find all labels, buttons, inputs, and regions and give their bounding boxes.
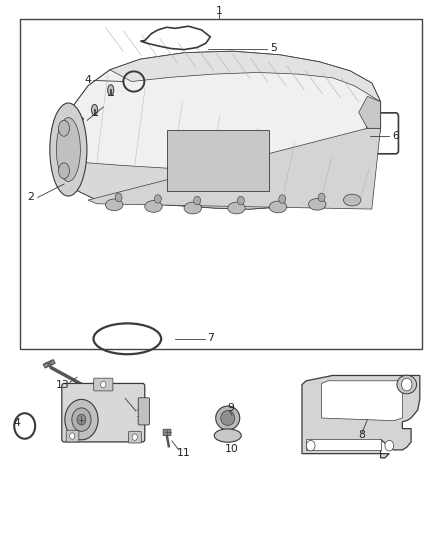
Text: 9: 9 — [227, 403, 234, 414]
Circle shape — [318, 193, 325, 201]
Ellipse shape — [308, 198, 326, 210]
Ellipse shape — [269, 201, 287, 213]
Circle shape — [402, 378, 412, 391]
Ellipse shape — [92, 104, 98, 115]
Circle shape — [306, 440, 315, 451]
Text: 6: 6 — [392, 131, 399, 141]
Ellipse shape — [228, 202, 245, 214]
Bar — [166, 130, 269, 191]
Text: 2: 2 — [27, 192, 34, 202]
Ellipse shape — [59, 120, 70, 136]
Text: 8: 8 — [358, 430, 365, 440]
Circle shape — [385, 440, 394, 451]
Ellipse shape — [216, 406, 240, 430]
Text: 5: 5 — [270, 43, 277, 53]
Text: 12: 12 — [136, 409, 149, 419]
Circle shape — [101, 381, 106, 387]
Circle shape — [237, 196, 244, 205]
Polygon shape — [51, 51, 381, 209]
Circle shape — [279, 195, 286, 203]
Ellipse shape — [106, 199, 123, 211]
Text: 1: 1 — [215, 6, 223, 16]
Ellipse shape — [57, 118, 81, 181]
Circle shape — [194, 196, 201, 205]
Text: 3: 3 — [77, 117, 84, 127]
Ellipse shape — [108, 85, 114, 95]
Ellipse shape — [214, 429, 241, 442]
FancyBboxPatch shape — [94, 378, 113, 391]
Polygon shape — [302, 375, 420, 458]
Polygon shape — [306, 439, 381, 450]
Circle shape — [115, 193, 122, 201]
Circle shape — [70, 433, 75, 439]
Bar — [20, 19, 422, 349]
Circle shape — [65, 399, 98, 440]
Circle shape — [77, 414, 86, 425]
FancyBboxPatch shape — [129, 431, 141, 443]
Text: 13: 13 — [56, 379, 70, 390]
Polygon shape — [51, 128, 381, 209]
Polygon shape — [359, 96, 381, 128]
Text: 7: 7 — [207, 333, 214, 343]
Ellipse shape — [221, 410, 235, 425]
Circle shape — [132, 434, 138, 440]
FancyBboxPatch shape — [138, 398, 150, 425]
Circle shape — [154, 195, 161, 203]
Ellipse shape — [397, 375, 417, 394]
Text: 4: 4 — [14, 418, 21, 429]
Polygon shape — [43, 360, 55, 368]
Text: 4: 4 — [85, 75, 92, 85]
Polygon shape — [321, 381, 403, 421]
Ellipse shape — [343, 194, 361, 206]
FancyBboxPatch shape — [163, 429, 171, 435]
Ellipse shape — [50, 103, 87, 196]
Ellipse shape — [145, 200, 162, 212]
FancyBboxPatch shape — [62, 383, 145, 442]
Circle shape — [72, 408, 91, 431]
Text: 11: 11 — [177, 448, 191, 457]
Polygon shape — [88, 128, 381, 209]
Text: 10: 10 — [225, 444, 239, 454]
Ellipse shape — [184, 202, 201, 214]
Ellipse shape — [59, 163, 70, 179]
FancyBboxPatch shape — [66, 430, 79, 442]
Polygon shape — [110, 51, 381, 102]
